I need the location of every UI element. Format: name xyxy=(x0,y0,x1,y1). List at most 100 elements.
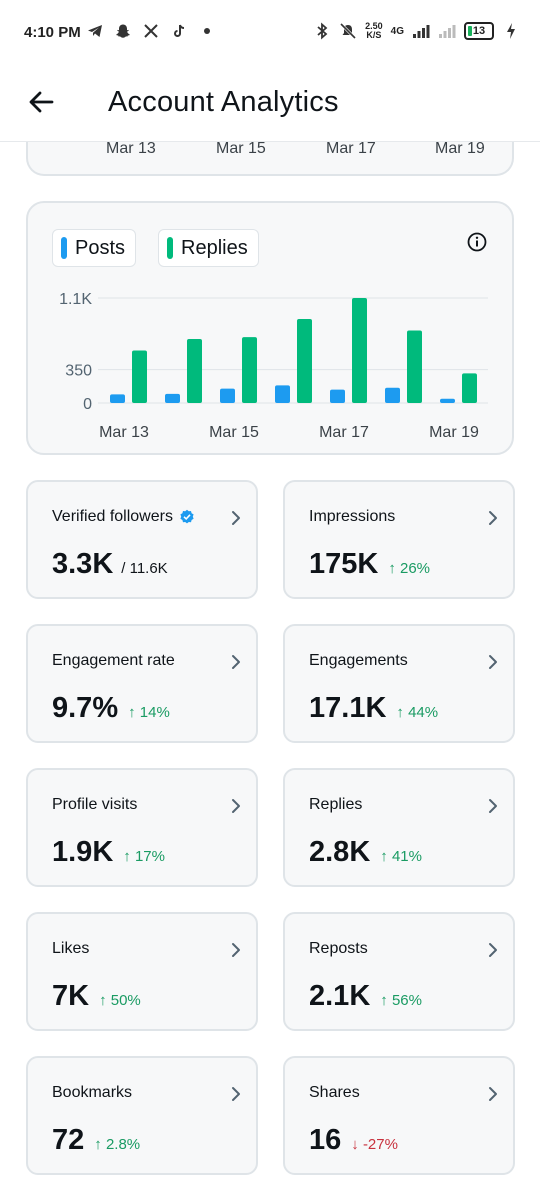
stat-value: 1.9K ↑ 17% xyxy=(52,836,165,868)
arrow-up-icon: ↑ xyxy=(380,992,388,1009)
stat-card-profile-visits[interactable]: Profile visits 1.9K ↑ 17% xyxy=(26,768,258,887)
x-tick-label: Mar 17 xyxy=(319,424,369,441)
bar-replies-mar-17[interactable] xyxy=(352,298,367,403)
bar-posts-mar-14[interactable] xyxy=(165,393,180,403)
bar-posts-mar-18[interactable] xyxy=(385,387,400,403)
page-title: Account Analytics xyxy=(108,86,339,118)
stat-label: Reposts xyxy=(309,940,368,957)
status-bar: 4:10 PM 2.50 K/S 4G xyxy=(0,0,540,66)
bar-posts-mar-15[interactable] xyxy=(220,388,235,403)
stat-change: ↑ 26% xyxy=(388,560,431,577)
stat-value: 2.1K ↑ 56% xyxy=(309,980,422,1012)
stat-card-reposts[interactable]: Reposts 2.1K ↑ 56% xyxy=(283,912,515,1031)
chevron-right-icon xyxy=(485,796,501,816)
verified-badge-icon xyxy=(179,509,195,525)
legend-posts-label: Posts xyxy=(75,236,126,259)
x-tick-label: Mar 15 xyxy=(209,424,259,441)
stat-label: Profile visits xyxy=(52,796,138,813)
stat-value: 3.3K/ 11.6K xyxy=(52,548,168,580)
chevron-right-icon xyxy=(228,508,244,528)
chevron-right-icon xyxy=(228,796,244,816)
notification-dot-icon xyxy=(198,22,216,40)
charging-icon xyxy=(502,22,520,40)
info-icon[interactable] xyxy=(466,231,488,253)
chevron-right-icon xyxy=(485,508,501,528)
stat-change: ↑ 44% xyxy=(396,704,439,721)
bar-posts-mar-19[interactable] xyxy=(440,398,455,403)
stat-change: ↑ 14% xyxy=(128,704,170,721)
stat-value: 72 ↑ 2.8% xyxy=(52,1124,141,1156)
y-tick-label: 0 xyxy=(83,396,92,413)
stat-change: ↑ 17% xyxy=(123,848,165,865)
chevron-right-icon xyxy=(228,652,244,672)
x-tick-label: Mar 13 xyxy=(99,424,149,441)
back-arrow-icon[interactable] xyxy=(26,86,58,118)
telegram-icon xyxy=(86,22,104,40)
stat-label: Shares xyxy=(309,1084,360,1101)
chevron-right-icon xyxy=(485,1084,501,1104)
stat-card-replies[interactable]: Replies 2.8K ↑ 41% xyxy=(283,768,515,887)
arrow-up-icon: ↑ xyxy=(388,560,396,577)
stat-label: Impressions xyxy=(309,508,396,525)
arrow-up-icon: ↑ xyxy=(380,848,388,865)
network-type: 4G xyxy=(390,25,404,37)
legend-replies-label: Replies xyxy=(181,236,248,259)
stat-card-verified-followers[interactable]: Verified followers 3.3K/ 11.6K xyxy=(26,480,258,599)
stat-label: Engagement rate xyxy=(52,652,175,669)
status-time: 4:10 PM xyxy=(24,24,81,41)
chevron-right-icon xyxy=(228,1084,244,1104)
stat-card-engagement-rate[interactable]: Engagement rate 9.7% ↑ 14% xyxy=(26,624,258,743)
bluetooth-icon xyxy=(313,22,331,40)
x-tick-label: Mar 17 xyxy=(326,140,376,157)
stat-card-bookmarks[interactable]: Bookmarks 72 ↑ 2.8% xyxy=(26,1056,258,1175)
mute-bell-icon xyxy=(339,22,357,40)
bar-posts-mar-16[interactable] xyxy=(275,385,290,403)
stat-card-shares[interactable]: Shares 16 ↓ -27% xyxy=(283,1056,515,1175)
posts-replies-chart-card: Posts Replies 0 350 1.1K Mar 13 Mar 15 Mar 17… xyxy=(26,201,514,455)
stat-value: 2.8K ↑ 41% xyxy=(309,836,422,868)
arrow-up-icon: ↑ xyxy=(128,704,136,721)
chevron-right-icon xyxy=(485,940,501,960)
stat-change: ↓ -27% xyxy=(351,1136,398,1153)
bar-chart: 0 350 1.1K Mar 13 Mar 15 Mar 17 Mar 19 xyxy=(59,291,488,441)
stat-card-impressions[interactable]: Impressions 175K ↑ 26% xyxy=(283,480,515,599)
snapchat-icon xyxy=(114,22,132,40)
arrow-up-icon: ↑ xyxy=(123,848,131,865)
stat-change: ↑ 50% xyxy=(99,992,141,1009)
arrow-down-icon: ↓ xyxy=(351,1136,359,1153)
bar-replies-mar-15[interactable] xyxy=(242,337,257,403)
bar-posts-mar-13[interactable] xyxy=(110,394,125,403)
stat-value: 7K ↑ 50% xyxy=(52,980,141,1012)
y-tick-label: 1.1K xyxy=(59,291,92,308)
stat-change: ↑ 2.8% xyxy=(94,1136,141,1153)
bar-replies-mar-16[interactable] xyxy=(297,319,312,403)
stat-change: ↑ 56% xyxy=(380,992,422,1009)
signal-2-icon xyxy=(438,22,456,40)
status-app-icons xyxy=(86,22,216,40)
bar-replies-mar-18[interactable] xyxy=(407,330,422,403)
legend-replies-swatch xyxy=(167,237,173,259)
bar-replies-mar-13[interactable] xyxy=(132,350,147,404)
stat-total: / 11.6K xyxy=(121,560,168,577)
chevron-right-icon xyxy=(228,940,244,960)
x-tick-label: Mar 19 xyxy=(435,140,485,157)
arrow-up-icon: ↑ xyxy=(396,704,404,721)
battery-icon: 13 xyxy=(464,22,494,40)
tiktok-icon xyxy=(170,22,188,40)
legend-replies[interactable]: Replies xyxy=(158,229,259,267)
stat-value: 17.1K ↑ 44% xyxy=(309,692,439,724)
legend-posts[interactable]: Posts xyxy=(52,229,137,267)
bar-replies-mar-19[interactable] xyxy=(462,373,477,403)
status-system-icons: 2.50 K/S 4G 13 xyxy=(313,22,520,40)
stat-card-likes[interactable]: Likes 7K ↑ 50% xyxy=(26,912,258,1031)
stat-label: Likes xyxy=(52,940,90,957)
bar-replies-mar-14[interactable] xyxy=(187,339,202,403)
stat-label: Engagements xyxy=(309,652,408,669)
stat-label: Verified followers xyxy=(52,508,195,526)
x-logo-icon xyxy=(142,22,160,40)
bar-posts-mar-17[interactable] xyxy=(330,389,345,403)
stat-card-engagements[interactable]: Engagements 17.1K ↑ 44% xyxy=(283,624,515,743)
x-tick-label: Mar 19 xyxy=(429,424,479,441)
y-tick-label: 350 xyxy=(65,363,92,380)
stat-value: 9.7% ↑ 14% xyxy=(52,692,170,724)
